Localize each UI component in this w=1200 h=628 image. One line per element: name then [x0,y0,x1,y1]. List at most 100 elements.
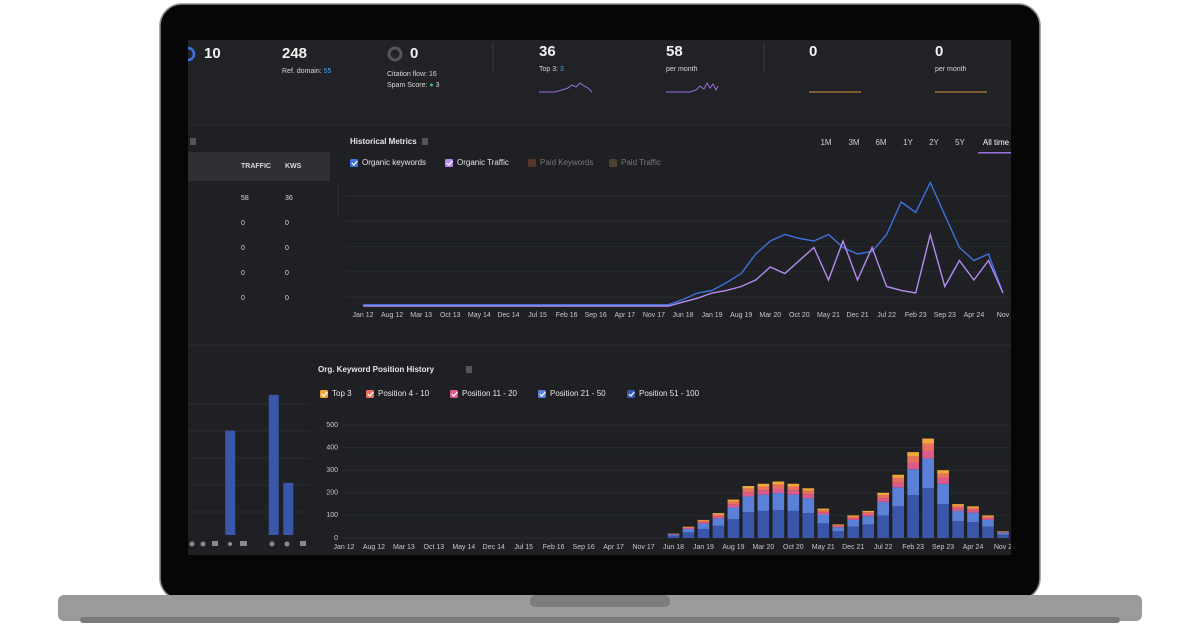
bar-segment [922,488,934,538]
bar-segment [682,526,695,528]
bar-segment [772,484,785,489]
table-cell: 0 [285,220,289,227]
range-button[interactable]: 2Y [929,138,939,147]
range-button[interactable]: 1M [820,138,831,147]
bar-segment [967,506,979,508]
legend-label: Paid Traffic [621,158,661,167]
stat-value: 0 [935,43,943,60]
range-button[interactable]: 3M [848,138,859,147]
x-tick-label: Apr 17 [603,544,624,551]
x-tick-label: Jun 18 [663,544,684,551]
x-tick-label: Sep 16 [573,544,595,551]
x-tick-label: Jan 19 [693,544,714,551]
bar-segment [847,515,860,517]
legend-checkbox [538,390,546,398]
y-tick-label: 500 [326,422,338,429]
legend-item[interactable]: Position 51 - 100 [627,389,700,398]
bar-segment [742,512,755,538]
bar-segment [712,514,725,517]
y-tick-label: 400 [326,444,338,451]
checkmark [451,391,458,397]
bar-segment [742,488,755,493]
bar-segment [907,456,919,463]
x-tick-label: Mar 13 [393,544,415,551]
bar-segment [757,486,770,491]
checkmark [321,391,328,397]
x-tick-label: Apr 24 [963,544,984,551]
checkmark [367,391,374,397]
bar-segment [967,510,979,513]
range-button[interactable]: 1Y [903,138,913,147]
x-tick-label: Dec 14 [497,312,519,319]
bar-segment [937,483,949,505]
bar-segment [682,528,695,533]
table-cell: 0 [241,220,245,227]
stat-icon [188,46,196,62]
icon-row [189,541,306,547]
stat-sub: Ref. domain: 55 [282,68,332,75]
bar-segment [757,490,770,495]
bar-segment [697,519,710,521]
bar-segment [922,458,934,489]
x-tick-label: Nov 17 [643,312,665,319]
legend-item[interactable]: Organic Traffic [445,158,509,167]
stat-value: 0 [410,45,418,62]
bar-segment [802,498,815,514]
range-button[interactable]: 5Y [955,138,965,147]
range-button[interactable]: All time [983,138,1010,147]
legend-item[interactable]: Paid Traffic [609,158,661,167]
legend-item[interactable]: Paid Keywords [528,158,593,167]
bar-segment [847,518,860,520]
bar-segment [982,515,994,517]
bar-segment [907,495,919,538]
bar-segment [712,525,725,538]
x-tick-label: Nov [997,312,1010,319]
legend-item[interactable]: Organic keywords [350,158,426,167]
bar-segment [727,499,740,502]
x-tick-label: Aug 12 [363,544,385,551]
legend-item[interactable]: Position 21 - 50 [538,389,606,398]
stats-panel [188,40,1011,125]
table-cell: 0 [241,270,245,277]
bar-segment [667,534,680,536]
bar-segment [787,486,800,491]
bar-segment [862,514,875,517]
bar-segment [772,488,785,494]
legend-checkbox [528,159,536,167]
bar-segment [817,514,830,524]
dot: ● [429,82,433,89]
bar-segment [847,526,860,538]
x-tick-label: May 14 [468,312,491,319]
sparkline [666,81,719,93]
range-button[interactable]: 6M [875,138,886,147]
stat-value: 36 [539,43,556,60]
legend-checkbox [627,390,635,398]
bar-segment [952,521,964,538]
help-icon [466,366,472,373]
x-tick-label: Mar 13 [410,312,432,319]
range-active-underline [978,152,1011,154]
legend-item[interactable]: Position 4 - 10 [366,389,430,398]
legend-checkbox [445,159,453,167]
checkmark [446,160,453,166]
legend-checkbox [320,390,328,398]
legend-item[interactable]: Top 3 [320,389,352,398]
bar-segment [982,518,994,520]
x-tick-label: Apr 24 [964,312,985,319]
legend-item[interactable]: Position 11 - 20 [450,389,518,398]
bar-segment [982,516,994,519]
x-tick-label: Oct 13 [440,312,461,319]
legend-checkbox [350,159,358,167]
bar-segment [907,462,919,470]
bar-segment [727,501,740,505]
legend-label: Organic Traffic [457,158,509,167]
bar-segment [892,506,905,538]
stat-sub: Spam Score: ● 3 [387,82,440,89]
x-tick-label: Sep 16 [585,312,607,319]
bar-segment [967,507,979,511]
stat-value: 58 [666,43,683,60]
table-cell: 58 [241,195,249,202]
stat-value: 0 [809,43,817,60]
